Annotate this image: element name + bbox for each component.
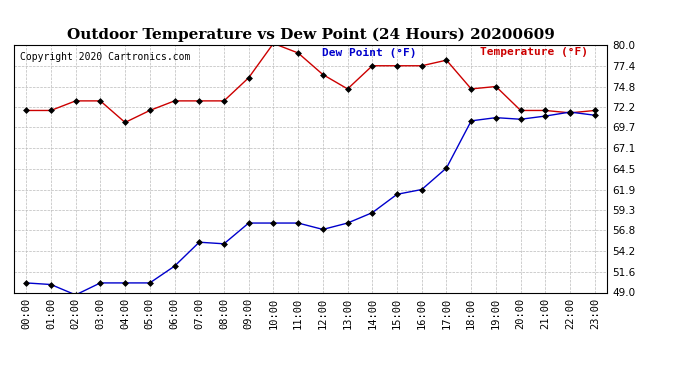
Title: Outdoor Temperature vs Dew Point (24 Hours) 20200609: Outdoor Temperature vs Dew Point (24 Hou… — [66, 28, 555, 42]
Text: Copyright 2020 Cartronics.com: Copyright 2020 Cartronics.com — [20, 53, 190, 62]
Text: Dew Point (°F): Dew Point (°F) — [322, 48, 424, 57]
Text: Temperature (°F): Temperature (°F) — [480, 48, 588, 57]
